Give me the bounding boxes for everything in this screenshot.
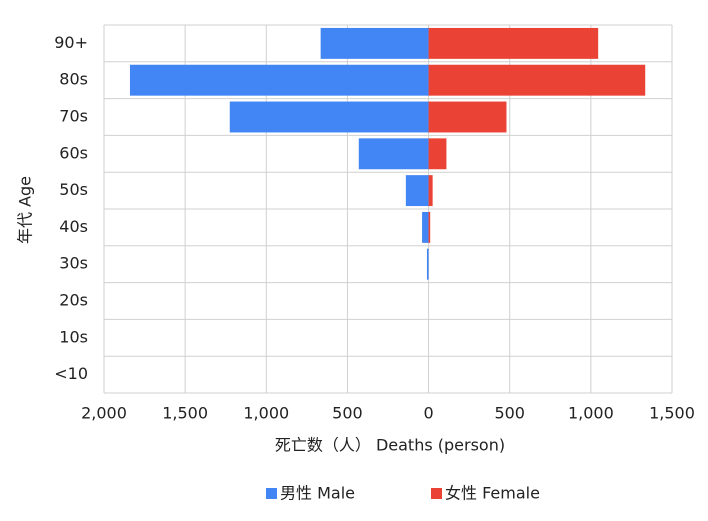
y-tick-label: 30s bbox=[59, 254, 88, 273]
legend-swatch bbox=[266, 488, 277, 499]
x-axis-title: 死亡数（人） Deaths (person) bbox=[275, 436, 505, 455]
legend-label: 男性 Male bbox=[280, 484, 355, 503]
y-tick-label: 20s bbox=[59, 291, 88, 310]
y-tick-label: 50s bbox=[59, 180, 88, 199]
legend-swatch bbox=[431, 488, 442, 499]
y-tick-label: 10s bbox=[59, 327, 88, 346]
bar bbox=[320, 27, 429, 59]
x-tick-label: 1,500 bbox=[162, 404, 208, 423]
bar bbox=[426, 248, 429, 280]
x-tick-label: 0 bbox=[423, 404, 433, 423]
bar bbox=[428, 101, 507, 133]
y-tick-label: <10 bbox=[54, 364, 88, 383]
x-tick-label: 1,000 bbox=[568, 404, 614, 423]
x-tick-label: 1,500 bbox=[649, 404, 695, 423]
bar bbox=[428, 175, 433, 207]
x-tick-label: 500 bbox=[494, 404, 525, 423]
bar bbox=[358, 138, 429, 170]
bar bbox=[428, 138, 447, 170]
y-tick-label: 90+ bbox=[54, 33, 88, 52]
bar bbox=[129, 64, 429, 96]
y-tick-label: 80s bbox=[59, 70, 88, 89]
y-tick-label: 60s bbox=[59, 143, 88, 162]
x-tick-label: 1,000 bbox=[243, 404, 289, 423]
bar bbox=[405, 175, 429, 207]
bar bbox=[422, 211, 429, 243]
bar bbox=[428, 211, 431, 243]
bar bbox=[229, 101, 429, 133]
y-tick-label: 40s bbox=[59, 217, 88, 236]
y-tick-label: 70s bbox=[59, 107, 88, 126]
x-tick-label: 500 bbox=[332, 404, 363, 423]
legend-label: 女性 Female bbox=[445, 484, 540, 503]
bar bbox=[428, 27, 599, 59]
x-tick-label: 2,000 bbox=[81, 404, 127, 423]
y-axis-title: 年代 Age bbox=[16, 176, 35, 244]
bar bbox=[428, 64, 646, 96]
